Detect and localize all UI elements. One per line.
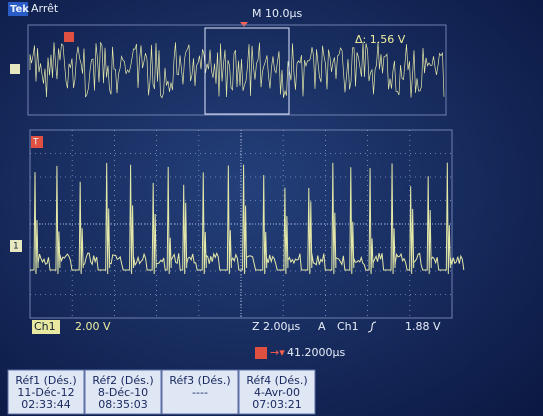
trigger-level: 1.88 V: [405, 320, 441, 333]
ov-ch-icon: [10, 64, 20, 74]
ov-trigger-icon: [64, 32, 74, 42]
trigger-mode: A: [318, 320, 326, 333]
pos-arrow: →▾: [270, 346, 285, 359]
channel-marker: 1: [13, 242, 19, 252]
status-channel: Ch1: [34, 320, 56, 333]
pos-icon: [255, 347, 267, 359]
brand: Tek: [10, 4, 29, 15]
trigger-marker: T: [32, 138, 39, 148]
ref-time: 07:03:21: [252, 398, 301, 411]
cursor-readout: Δ: 1.56 V: [355, 33, 406, 46]
trigger-source: Ch1: [337, 320, 359, 333]
status-position: 41.2000µs: [287, 346, 345, 359]
status-scale: 2.00 V: [75, 320, 111, 333]
ref-time: 02:33:44: [21, 398, 70, 411]
ref-time: 08:35:03: [98, 398, 147, 411]
timebase: M 10.0µs: [252, 7, 302, 20]
state: Arrêt: [31, 2, 59, 15]
ref-date: ----: [192, 386, 208, 399]
status-zoom: Z 2.00µs: [252, 320, 301, 333]
scope-screen: Tek Arrêt M 10.0µs Δ: 1.56 V T 1 Ch1 2.0…: [0, 0, 543, 416]
